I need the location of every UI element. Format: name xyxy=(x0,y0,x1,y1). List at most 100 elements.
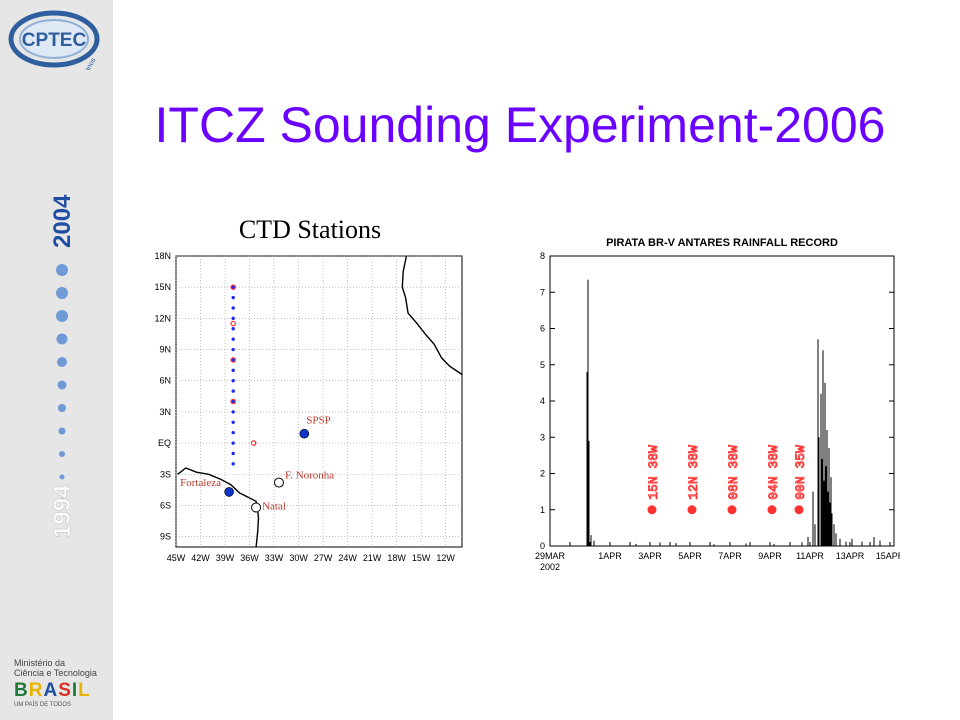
station-red-point xyxy=(250,440,257,446)
ministry-line2: Ciência e Tecnologia xyxy=(14,668,97,678)
ctd-stations-map: CTD Stations 45W 42W 39W 36W 33W 30W 27W 24W 21W 1… xyxy=(154,215,463,563)
rain-y-tick-label: 6 xyxy=(540,324,545,334)
station-blue-point xyxy=(231,306,235,310)
brasil-subtitle: UM PAÍS DE TODOS xyxy=(14,702,72,708)
station-annotation: 08N 38W xyxy=(726,445,741,500)
map-x-tick-label: 27W xyxy=(314,553,333,563)
map-x-tick-label: 18W xyxy=(387,553,406,563)
station-red-point xyxy=(230,398,237,405)
station-blue-point xyxy=(231,337,235,341)
station-blue-point xyxy=(231,295,235,300)
map-y-tick-label: 18N xyxy=(154,251,171,261)
brasil-logo: BRASIL xyxy=(14,680,91,702)
brasil-letter: I xyxy=(71,680,79,701)
station-blue-point xyxy=(231,451,235,456)
labeled-station-marker xyxy=(299,428,310,439)
station-blue-point xyxy=(231,389,235,393)
map-title: CTD Stations xyxy=(239,215,381,244)
map-x-tick-label: 45W xyxy=(167,553,186,563)
station-blue-point xyxy=(231,462,235,466)
station-blue-point xyxy=(231,410,235,414)
year-1994: 1994 xyxy=(49,484,76,538)
brasil-letter: B xyxy=(14,680,29,701)
timeline-dot xyxy=(60,498,64,502)
station-blue-point xyxy=(231,358,235,362)
map-x-tick-label: 21W xyxy=(363,553,382,563)
labeled-station-marker xyxy=(224,487,234,497)
rain-y-tick-label: 3 xyxy=(540,432,545,442)
rain-x-tick-label: 15APR xyxy=(876,551,900,561)
station-blue-point xyxy=(231,430,235,435)
rain-y-tick-label: 7 xyxy=(540,287,545,297)
timeline-dot xyxy=(56,333,68,345)
station-marker xyxy=(687,505,697,515)
coastline-africa xyxy=(401,255,463,376)
map-y-tick-label: 9S xyxy=(160,532,171,542)
timeline-dot xyxy=(58,404,66,412)
brasil-letter: S xyxy=(58,680,72,701)
year-2004: 2004 xyxy=(49,194,76,248)
rain-y-tick-label: 2 xyxy=(540,469,545,479)
station-annotation: 12N 38W xyxy=(686,445,701,500)
map-x-tick-label: 15W xyxy=(412,553,431,563)
map-y-tick-label: 6N xyxy=(159,376,171,386)
logo-ring-outer xyxy=(8,10,100,68)
map-y-tick-label: EQ xyxy=(158,438,171,448)
rain-y-tick-label: 4 xyxy=(540,396,545,406)
brasil-letter: A xyxy=(43,680,59,701)
map-x-tick-label: 33W xyxy=(265,553,284,563)
station-blue-point xyxy=(231,347,235,352)
rain-x-tick-sublabel: 2002 xyxy=(540,562,560,572)
station-label: F. Noronha xyxy=(285,470,334,482)
station-blue-point xyxy=(231,368,235,373)
station-annotation: 00N 35W xyxy=(793,445,808,500)
rain-frame xyxy=(549,255,895,547)
map-frame xyxy=(175,255,463,548)
rainfall-chart: PIRATA BR-V ANTARES RAINFALL RECORD 0 1 2 3 4… xyxy=(535,237,900,572)
map-x-tick-label: 24W xyxy=(338,553,357,563)
timeline-dot xyxy=(59,474,65,480)
station-blue-point xyxy=(231,327,235,331)
map-x-tick-label: 39W xyxy=(216,553,235,563)
brasil-letter: L xyxy=(78,680,91,701)
station-marker xyxy=(794,505,804,515)
rain-y-tick-label: 0 xyxy=(540,541,545,551)
rain-x-tick-label: 29MAR xyxy=(535,551,566,561)
station-annotation: 15N 38W xyxy=(646,445,661,500)
coastline-brazil xyxy=(177,467,260,548)
labeled-station-marker xyxy=(251,502,262,513)
rain-x-tick-label: 11APR xyxy=(796,551,824,561)
station-blue-point xyxy=(231,316,235,321)
station-blue-point xyxy=(231,420,235,424)
map-x-tick-label: 42W xyxy=(191,553,210,563)
labeled-station-marker xyxy=(273,477,284,488)
timeline-dots xyxy=(56,264,68,502)
station-blue-point xyxy=(231,285,235,289)
map-y-tick-label: 15N xyxy=(154,282,171,292)
brasil-letter: R xyxy=(28,680,44,701)
station-red-point xyxy=(230,284,237,290)
rain-x-tick-label: 1APR xyxy=(598,551,622,561)
map-x-tick-label: 30W xyxy=(289,553,308,563)
ministry-block: Ministério da Ciência e Tecnologia xyxy=(14,658,106,716)
rain-x-tick-label: 7APR xyxy=(718,551,742,561)
rain-x-tick-label: 3APR xyxy=(638,551,662,561)
station-label: SPSP xyxy=(306,415,330,427)
timeline-dot xyxy=(57,380,67,390)
rain-x-tick-label: 5APR xyxy=(678,551,702,561)
cptec-logo: CPTEC anos xyxy=(8,10,100,70)
logo-ring-inner xyxy=(19,19,89,59)
rain-y-tick-label: 1 xyxy=(540,505,545,515)
station-blue-point xyxy=(231,441,235,445)
station-label: Fortaleza xyxy=(180,477,221,489)
map-x-tick-label: 12W xyxy=(436,553,455,563)
station-blue-point xyxy=(231,399,235,404)
ministry-line1: Ministério da xyxy=(14,658,66,668)
timeline-dot xyxy=(56,264,68,276)
rain-y-tick-label: 5 xyxy=(540,360,545,370)
station-marker xyxy=(727,505,737,515)
slide-title: ITCZ Sounding Experiment-2006 xyxy=(154,97,886,153)
station-red-point xyxy=(230,320,237,327)
station-annotation: 04N 38W xyxy=(766,445,781,500)
rain-x-tick-label: 9APR xyxy=(758,551,782,561)
